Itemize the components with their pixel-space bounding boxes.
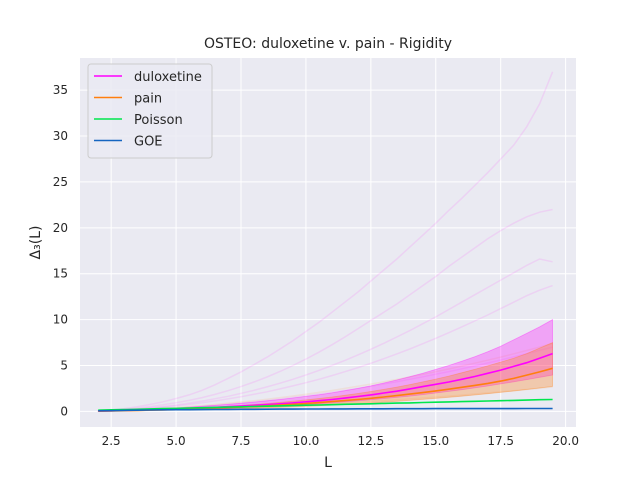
- y-tick-labels: 0 5 10 15 20 25 30 35: [53, 83, 68, 418]
- y-tick-label: 30: [53, 129, 68, 143]
- legend-label-goe: GOE: [134, 135, 163, 150]
- y-tick-label: 5: [60, 359, 68, 373]
- x-tick-label: 5.0: [167, 434, 186, 448]
- y-tick-label: 10: [53, 313, 68, 327]
- legend-label-duloxetine: duloxetine: [134, 70, 202, 85]
- duloxetine-trial-line: [98, 258, 553, 412]
- x-tick-labels: 2.5 5.0 7.5 10.0 12.5 15.0 17.5 20.0: [102, 434, 579, 448]
- series-lines: [98, 352, 553, 412]
- x-tick-label: 10.0: [293, 434, 320, 448]
- x-tick-label: 20.0: [552, 434, 579, 448]
- x-tick-label: 7.5: [231, 434, 250, 448]
- goe-line: [98, 407, 553, 412]
- x-tick-label: 12.5: [357, 434, 384, 448]
- y-tick-label: 15: [53, 267, 68, 281]
- y-tick-label: 25: [53, 175, 68, 189]
- y-axis-label: Δ₃(L): [28, 226, 44, 260]
- duloxetine-trial-line: [98, 284, 553, 412]
- x-tick-label: 2.5: [102, 434, 121, 448]
- duloxetine-trial-line: [98, 208, 553, 412]
- chart-title: OSTEO: duloxetine v. pain - Rigidity: [204, 36, 452, 52]
- x-axis-label: L: [324, 455, 332, 471]
- grid-lines: [80, 58, 576, 427]
- y-tick-label: 0: [60, 404, 68, 418]
- legend: duloxetine pain Poisson GOE: [87, 63, 213, 159]
- x-tick-label: 15.0: [422, 434, 449, 448]
- legend-label-poisson: Poisson: [134, 113, 183, 128]
- poisson-line: [98, 398, 553, 411]
- legend-box: [87, 63, 213, 159]
- legend-label-pain: pain: [134, 92, 162, 107]
- x-tick-label: 17.5: [487, 434, 514, 448]
- y-tick-label: 20: [53, 221, 68, 235]
- y-tick-label: 35: [53, 83, 68, 97]
- duloxetine-trial-line: [98, 71, 554, 412]
